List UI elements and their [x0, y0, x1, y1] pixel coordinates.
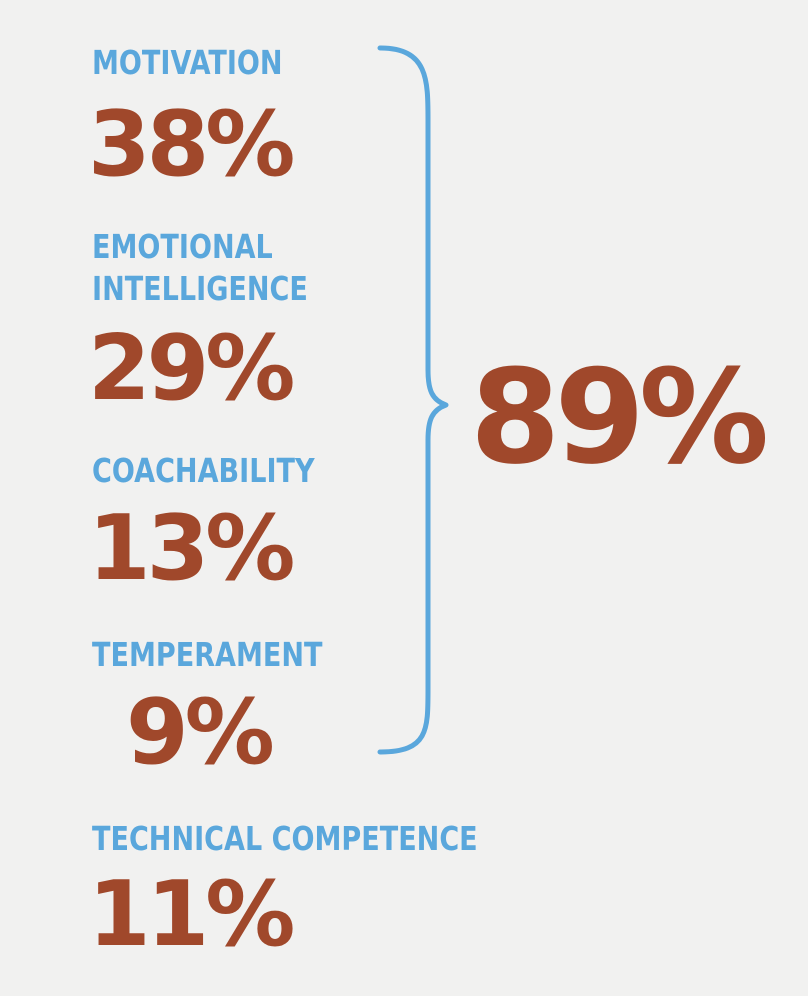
bracketed-total-value: 89% [470, 341, 769, 493]
factor-value-motivation: 38% [88, 92, 295, 197]
factor-value-technical-competence: 11% [88, 862, 295, 967]
factor-value-coachability: 13% [88, 496, 295, 601]
factor-label-temperament: TEMPERAMENT [92, 635, 323, 674]
factor-value-emotional-intelligence: 29% [88, 316, 295, 421]
factor-label-emotional-intelligence-line2: INTELLIGENCE [92, 269, 308, 308]
factor-label-emotional-intelligence-line1: EMOTIONAL [92, 227, 273, 266]
factor-value-temperament: 9% [126, 680, 275, 785]
factor-label-motivation: MOTIVATION [92, 43, 283, 82]
factor-label-technical-competence: TECHNICAL COMPETENCE [92, 819, 478, 858]
factor-label-coachability: COACHABILITY [92, 451, 315, 490]
